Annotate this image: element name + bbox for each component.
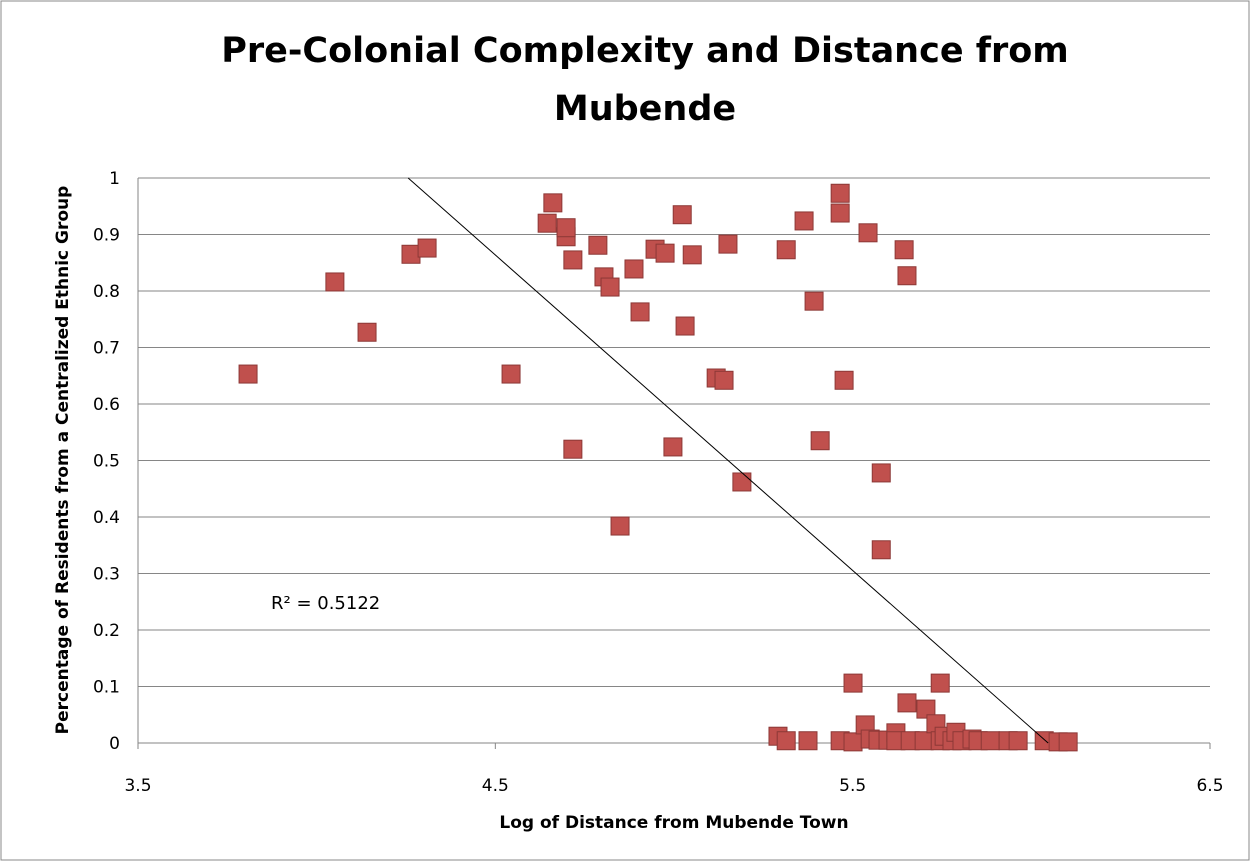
- y-tick-label: 0.4: [93, 508, 120, 528]
- point: [663, 437, 683, 457]
- point: [897, 693, 917, 713]
- point: [858, 223, 878, 243]
- point: [776, 731, 796, 751]
- point: [894, 240, 914, 260]
- point: [732, 472, 752, 492]
- point: [1058, 732, 1078, 752]
- point: [794, 211, 814, 231]
- point: [543, 193, 563, 213]
- point: [776, 240, 796, 260]
- point: [714, 370, 734, 390]
- point: [871, 540, 891, 560]
- y-tick-label: 0.5: [93, 452, 120, 472]
- x-tick-label: 3.5: [124, 776, 151, 796]
- x-axis-label: Log of Distance from Mubende Town: [499, 813, 848, 833]
- y-tick-label: 0.7: [93, 339, 120, 359]
- point: [834, 370, 854, 390]
- point: [1008, 731, 1028, 751]
- point: [843, 673, 863, 693]
- point: [610, 516, 630, 536]
- point: [556, 218, 576, 238]
- point: [238, 364, 258, 384]
- chart-title: Pre-Colonial Complexity and Distance fro…: [221, 31, 1069, 129]
- x-tick-label: 4.5: [482, 776, 509, 796]
- x-tick-label: 5.5: [839, 776, 866, 796]
- point: [563, 439, 583, 459]
- trendline: [407, 177, 1049, 744]
- point: [630, 302, 650, 322]
- point: [897, 266, 917, 286]
- point: [830, 203, 850, 223]
- point: [930, 673, 950, 693]
- point: [357, 322, 377, 342]
- y-tick-label: 0.9: [93, 226, 120, 246]
- point: [871, 463, 891, 483]
- point: [914, 731, 934, 751]
- point: [624, 259, 644, 279]
- point: [563, 250, 583, 270]
- annotation: R² = 0.5122: [271, 593, 380, 614]
- point: [600, 277, 620, 297]
- y-tick-label: 1: [109, 169, 120, 189]
- y-tick-label: 0.6: [93, 395, 120, 415]
- y-tick-label: 0.8: [93, 282, 120, 302]
- point: [830, 183, 850, 203]
- point: [501, 364, 521, 384]
- point: [718, 234, 738, 254]
- point: [401, 244, 421, 264]
- point: [655, 243, 675, 263]
- point: [804, 291, 824, 311]
- point: [672, 205, 692, 225]
- y-tick-label: 0: [109, 734, 120, 754]
- point: [810, 431, 830, 451]
- point: [916, 699, 936, 719]
- point: [417, 238, 437, 258]
- point: [843, 732, 863, 752]
- point: [682, 245, 702, 265]
- point: [537, 213, 557, 233]
- point: [325, 272, 345, 292]
- y-tick-label: 0.3: [93, 565, 120, 585]
- point: [675, 316, 695, 336]
- y-tick-label: 0.2: [93, 621, 120, 641]
- x-tick-label: 6.5: [1196, 776, 1223, 796]
- y-axis-label: Percentage of Residents from a Centraliz…: [53, 186, 73, 735]
- point: [588, 235, 608, 255]
- y-tick-label: 0.1: [93, 678, 120, 698]
- point: [798, 731, 818, 751]
- point: [980, 731, 1000, 751]
